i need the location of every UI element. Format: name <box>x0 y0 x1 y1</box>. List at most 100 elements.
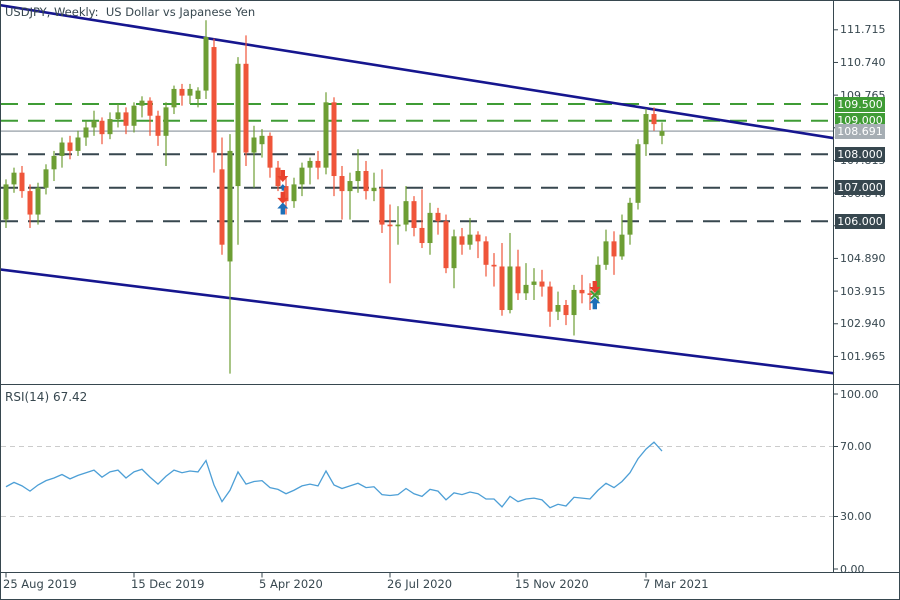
candle <box>627 202 633 235</box>
candle <box>379 187 385 225</box>
time-axis-label: 15 Dec 2019 <box>131 577 205 591</box>
time-axis-label: 26 Jul 2020 <box>387 577 453 591</box>
rsi-line <box>5 441 663 509</box>
candle <box>611 241 617 257</box>
time-axis-label: 5 Apr 2020 <box>259 577 323 591</box>
candle <box>35 187 41 215</box>
candle <box>499 266 505 311</box>
candle <box>211 47 217 153</box>
candle <box>363 171 369 192</box>
candle <box>259 135 265 145</box>
candle <box>643 114 649 145</box>
candle <box>139 100 145 106</box>
candle <box>3 184 9 220</box>
price-axis-tick-label: 102.940 <box>840 317 886 331</box>
candle <box>475 234 481 242</box>
rsi-axis-tick-label: 70.00 <box>840 440 872 453</box>
candle <box>587 293 593 295</box>
candle <box>251 137 257 153</box>
time-axis-label: 15 Nov 2020 <box>515 577 589 591</box>
trendline-lower-channel[interactable] <box>1 268 835 375</box>
candle <box>651 114 657 125</box>
sell-marker-icon <box>589 280 601 293</box>
candle <box>307 160 313 168</box>
candle <box>451 236 457 269</box>
buy-marker-icon <box>279 184 286 191</box>
candle <box>387 224 393 227</box>
candle <box>547 286 553 312</box>
price-axis-tick-label: 104.890 <box>840 251 886 265</box>
candle <box>275 167 281 187</box>
candle <box>355 171 361 182</box>
candle <box>435 212 441 222</box>
candle <box>267 135 273 168</box>
candle <box>459 236 465 245</box>
rsi-indicator-label: RSI(14) 67.42 <box>5 390 88 404</box>
candle <box>555 305 561 312</box>
candle <box>107 119 113 135</box>
time-axis-label: 25 Aug 2019 <box>3 577 77 591</box>
candle <box>371 187 377 192</box>
candle <box>59 142 65 156</box>
rsi-axis-tick-label: 0.00 <box>840 562 865 576</box>
price-axis-tick-label: 111.715 <box>840 23 886 37</box>
candle <box>579 289 585 294</box>
current-price-badge: 108.691 <box>835 123 885 139</box>
price-axis-tick-label: 103.915 <box>840 284 886 298</box>
candle <box>619 234 625 257</box>
candle <box>315 160 321 168</box>
candle <box>299 167 305 185</box>
candle <box>155 115 161 136</box>
candle <box>83 127 89 138</box>
candle <box>163 107 169 136</box>
buy-marker-icon <box>589 297 601 310</box>
candle <box>243 63 249 153</box>
trendline-upper-channel[interactable] <box>1 3 835 140</box>
price-level-badge[interactable]: 107.000 <box>835 180 885 196</box>
candle <box>403 201 409 225</box>
candle <box>171 88 177 108</box>
candle <box>27 191 33 215</box>
candle <box>283 186 289 202</box>
candle <box>443 221 449 269</box>
candle <box>515 266 521 294</box>
candle <box>99 120 105 135</box>
sell-marker-icon <box>277 170 289 183</box>
price-level-badge[interactable]: 106.000 <box>835 213 885 229</box>
candle <box>123 112 129 126</box>
candle <box>219 169 225 245</box>
price-axis-tick-label: 101.965 <box>840 349 886 363</box>
candle <box>595 264 601 295</box>
candle <box>507 266 513 311</box>
candle <box>51 155 57 170</box>
candle <box>395 224 401 227</box>
rsi-axis-tick-label: 30.00 <box>840 510 872 523</box>
candle <box>19 172 25 192</box>
candle <box>91 120 97 128</box>
candle <box>187 88 193 96</box>
candle <box>483 241 489 265</box>
candle <box>635 144 641 203</box>
candle <box>347 181 353 192</box>
candle <box>131 105 137 126</box>
candle <box>523 284 529 294</box>
price-level-badge[interactable]: 109.500 <box>835 96 885 112</box>
candle <box>467 234 473 245</box>
candle <box>147 100 153 116</box>
candle <box>539 281 545 287</box>
price-level-badge[interactable]: 108.000 <box>835 146 885 162</box>
candle <box>603 241 609 265</box>
candle <box>67 142 73 151</box>
candle <box>203 37 209 91</box>
candle <box>235 63 241 187</box>
candle <box>331 102 337 177</box>
candle <box>571 289 577 316</box>
candle <box>115 112 121 120</box>
buy-marker-icon <box>277 202 289 215</box>
candle <box>339 176 345 192</box>
candle <box>411 201 417 228</box>
candle <box>419 227 425 244</box>
candle <box>291 184 297 202</box>
